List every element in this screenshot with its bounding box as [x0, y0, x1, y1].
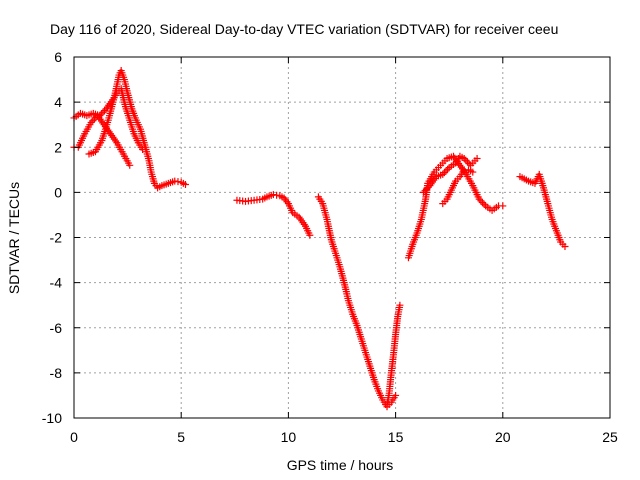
chart-title: Day 116 of 2020, Sidereal Day-to-day VTE…	[50, 21, 558, 37]
data-point-marker	[499, 202, 507, 210]
series-marks	[70, 67, 569, 411]
data-point-marker	[480, 200, 488, 208]
data-point-marker	[87, 118, 95, 126]
data-point-marker	[181, 180, 189, 188]
series-arc-8	[419, 152, 481, 196]
data-point-marker	[306, 231, 314, 239]
data-point-marker	[477, 197, 485, 205]
y-tick-label: 0	[54, 184, 62, 200]
x-tick-label: 10	[281, 429, 297, 445]
y-tick-label: -2	[50, 230, 63, 246]
data-point-marker	[442, 167, 450, 175]
y-tick-label: -6	[50, 320, 63, 336]
x-tick-label: 5	[177, 429, 185, 445]
data-point-marker	[439, 170, 447, 178]
data-point-marker	[419, 188, 427, 196]
data-point-marker	[444, 165, 452, 173]
y-axis-label: SDTVAR / TECUs	[6, 182, 22, 294]
series-arc-5	[314, 193, 400, 411]
series-arc-2	[70, 112, 134, 169]
data-point-marker	[392, 391, 400, 399]
x-tick-label: 20	[495, 429, 511, 445]
series-arc-7	[404, 152, 507, 262]
data-point-marker	[463, 158, 471, 166]
series-arc-3	[85, 67, 189, 192]
y-tick-label: 6	[54, 49, 62, 65]
data-point-marker	[99, 108, 107, 116]
y-tick-label: -10	[42, 410, 62, 426]
y-tick-label: 4	[54, 94, 62, 110]
data-point-marker	[423, 185, 431, 193]
x-tick-label: 15	[388, 429, 404, 445]
data-point-marker	[473, 155, 481, 163]
series-arc-6	[383, 301, 404, 408]
data-point-marker	[460, 155, 468, 163]
x-tick-label: 25	[602, 429, 618, 445]
data-point-marker	[462, 156, 470, 164]
data-point-marker	[126, 161, 134, 169]
data-point-marker	[475, 195, 483, 203]
y-tick-label: -8	[50, 365, 63, 381]
series-arc-4	[233, 191, 314, 239]
series-arc-10	[516, 170, 569, 251]
y-tick-label: 2	[54, 139, 62, 155]
x-axis-label: GPS time / hours	[287, 457, 394, 473]
data-point-marker	[561, 243, 569, 251]
data-point-marker	[396, 301, 404, 309]
data-point-marker	[421, 187, 429, 195]
data-point-marker	[89, 117, 97, 125]
series-arc-1	[70, 85, 147, 154]
grid-lines	[74, 57, 610, 418]
x-tick-label: 0	[70, 429, 78, 445]
data-point-marker	[440, 169, 448, 177]
data-point-marker	[478, 199, 486, 207]
series-arc-9	[439, 166, 477, 208]
y-tick-label: -4	[50, 275, 63, 291]
axis-ticks: 0 5 10 15 20 25 -10 -8 -6 -4 -2 0 2 4 6	[42, 49, 618, 445]
data-point-marker	[469, 168, 477, 176]
